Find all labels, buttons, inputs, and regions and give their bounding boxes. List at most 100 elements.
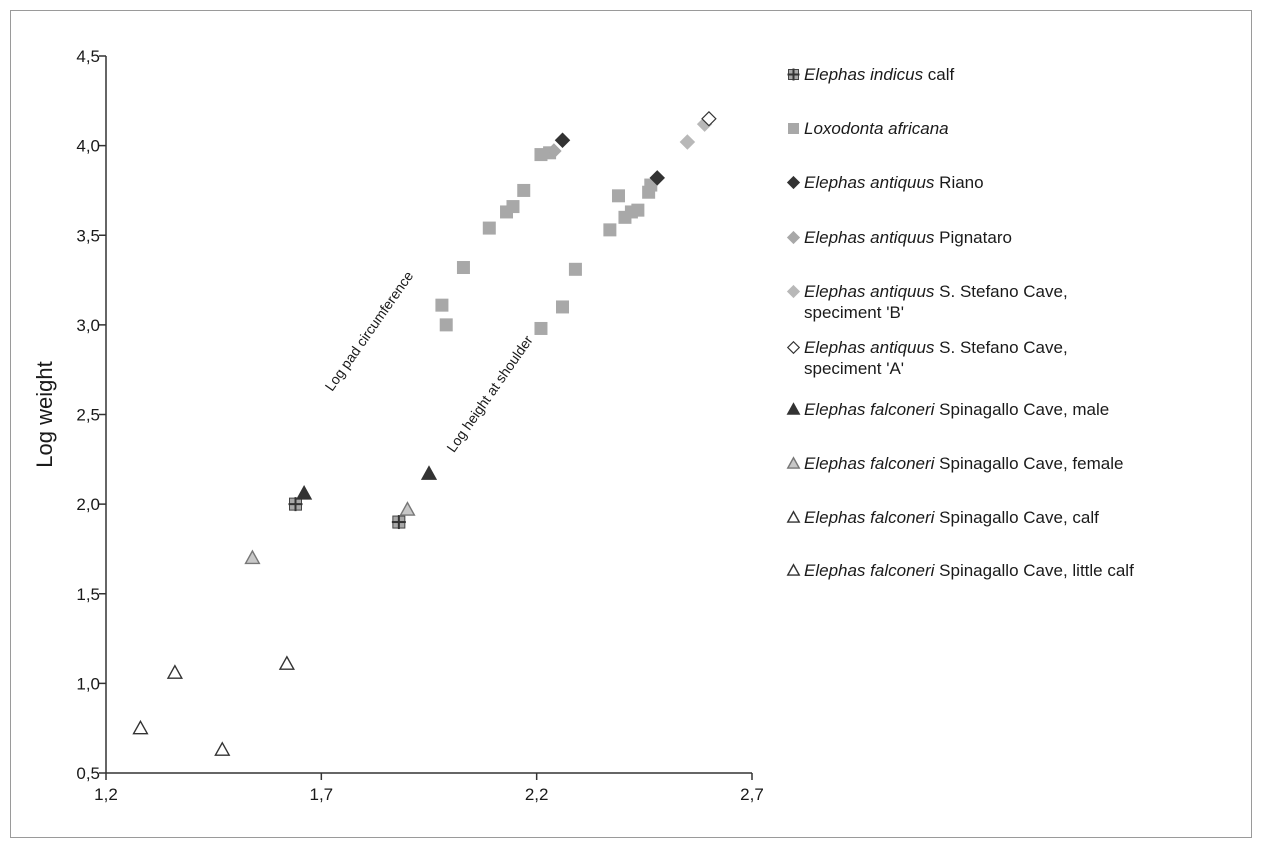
- data-point: [214, 741, 231, 756]
- x-ticks: 1,2 1,7 2,2 2,7: [94, 773, 764, 804]
- data-point: [556, 300, 570, 314]
- x-tick-label: 1,2: [94, 785, 118, 804]
- legend-label: Elephas antiquus S. Stefano Cave, specim…: [804, 337, 1068, 379]
- data-point: [611, 189, 625, 203]
- data-point: [506, 200, 520, 214]
- data-point: [288, 497, 303, 512]
- data-point: [132, 719, 149, 735]
- y-tick-label: 1,5: [76, 585, 100, 604]
- legend-species: Elephas falconeri: [804, 561, 935, 580]
- annotations: Log pad circumference Log height at shoul…: [322, 268, 536, 455]
- annotation-pad-circumference: Log pad circumference: [322, 268, 417, 394]
- y-tick-label: 3,5: [76, 226, 100, 245]
- legend-item: Elephas falconeri Spinagallo Cave, littl…: [786, 560, 1134, 581]
- legend-item: Elephas falconeri Spinagallo Cave, femal…: [786, 453, 1123, 474]
- legend-marker: [788, 123, 799, 134]
- legend-detail: Riano: [934, 173, 984, 192]
- legend-label: Elephas antiquus Pignataro: [804, 227, 1012, 248]
- data-point: [244, 549, 261, 565]
- legend-species: Elephas falconeri: [804, 454, 935, 473]
- data-point: [166, 664, 183, 679]
- legend-marker: [786, 284, 801, 299]
- legend-species: Elephas indicus: [804, 65, 924, 84]
- legend-label: Elephas falconeri Spinagallo Cave, femal…: [804, 453, 1123, 474]
- legend-marker: [786, 456, 801, 469]
- data-point: [568, 262, 582, 276]
- data-point: [391, 515, 406, 530]
- legend-marker: [786, 563, 801, 576]
- legend-marker: [787, 68, 800, 81]
- legend-item: Elephas antiquus S. Stefano Cave, specim…: [786, 281, 1068, 323]
- legend-species: Elephas antiquus: [804, 338, 935, 357]
- legend-label: Elephas antiquus Riano: [804, 172, 984, 193]
- y-tick-label: 3,0: [76, 316, 100, 335]
- data-point: [439, 318, 453, 332]
- legend-marker-shape: [786, 456, 801, 469]
- data-point: [435, 298, 449, 312]
- legend-marker: [786, 402, 801, 415]
- data-points: [132, 110, 717, 756]
- legend-species: Elephas antiquus: [804, 282, 935, 301]
- legend-species: Elephas falconeri: [804, 508, 935, 527]
- legend-marker-shape: [786, 563, 801, 576]
- y-axis-title: Log weight: [32, 361, 57, 467]
- legend-label: Elephas falconeri Spinagallo Cave, male: [804, 399, 1109, 420]
- data-point: [554, 132, 571, 148]
- legend-marker-shape: [786, 402, 801, 415]
- legend-detail: calf: [923, 65, 955, 84]
- annotation-height-shoulder: Log height at shoulder: [443, 332, 536, 455]
- x-tick-label: 2,2: [525, 785, 549, 804]
- legend-label: Loxodonta africana: [804, 118, 949, 139]
- legend-detail: Spinagallo Cave, calf: [934, 508, 1099, 527]
- legend-item: Loxodonta africana: [786, 118, 949, 139]
- legend-marker-shape: [786, 340, 801, 355]
- data-point: [546, 143, 562, 159]
- legend-detail: Spinagallo Cave, little calf: [934, 561, 1134, 580]
- legend-species: Loxodonta africana: [804, 119, 949, 138]
- legend-species: Elephas antiquus: [804, 173, 935, 192]
- y-tick-label: 2,0: [76, 495, 100, 514]
- legend-marker: [786, 510, 801, 523]
- legend-marker-shape: [786, 230, 801, 245]
- y-tick-label: 1,0: [76, 674, 100, 693]
- legend-item: Elephas indicus calf: [786, 64, 954, 85]
- legend-label: Elephas antiquus S. Stefano Cave, specim…: [804, 281, 1068, 323]
- x-tick-label: 2,7: [740, 785, 764, 804]
- legend-detail: Spinagallo Cave, female: [934, 454, 1124, 473]
- data-point: [278, 655, 295, 670]
- y-ticks: 0,5 1,0 1,5 2,0 2,5 3,0 3,5 4,0 4,5: [76, 47, 106, 783]
- data-point: [649, 170, 666, 186]
- legend-detail: S. Stefano Cave, speciment 'B': [804, 282, 1068, 322]
- axes: [105, 56, 752, 774]
- legend-marker: [786, 175, 801, 190]
- legend-marker-shape: [786, 284, 801, 299]
- legend-label: Elephas falconeri Spinagallo Cave, calf: [804, 507, 1099, 528]
- data-point: [631, 203, 645, 217]
- legend-label: Elephas falconeri Spinagallo Cave, littl…: [804, 560, 1134, 581]
- data-point: [701, 110, 717, 127]
- legend-marker: [786, 340, 801, 355]
- data-point: [456, 261, 470, 275]
- data-point: [399, 501, 416, 516]
- data-point: [296, 485, 313, 500]
- legend-item: Elephas antiquus Pignataro: [786, 227, 1012, 248]
- legend-detail: S. Stefano Cave, speciment 'A': [804, 338, 1068, 378]
- legend-item: Elephas antiquus Riano: [786, 172, 984, 193]
- legend-item: Elephas antiquus S. Stefano Cave, specim…: [786, 337, 1068, 379]
- y-tick-label: 2,5: [76, 406, 100, 425]
- data-point: [420, 465, 438, 480]
- x-tick-label: 1,7: [310, 785, 334, 804]
- legend-label: Elephas indicus calf: [804, 64, 954, 85]
- data-point: [517, 183, 531, 197]
- legend-item: Elephas falconeri Spinagallo Cave, calf: [786, 507, 1099, 528]
- legend-detail: Pignataro: [934, 228, 1012, 247]
- legend-marker: [786, 230, 801, 245]
- data-point: [534, 321, 548, 335]
- y-tick-label: 0,5: [76, 764, 100, 783]
- legend-marker-shape: [787, 68, 800, 81]
- legend-item: Elephas falconeri Spinagallo Cave, male: [786, 399, 1109, 420]
- legend-marker-shape: [786, 510, 801, 523]
- figure-frame: [10, 10, 1252, 838]
- legend-species: Elephas falconeri: [804, 400, 935, 419]
- y-tick-label: 4,0: [76, 137, 100, 156]
